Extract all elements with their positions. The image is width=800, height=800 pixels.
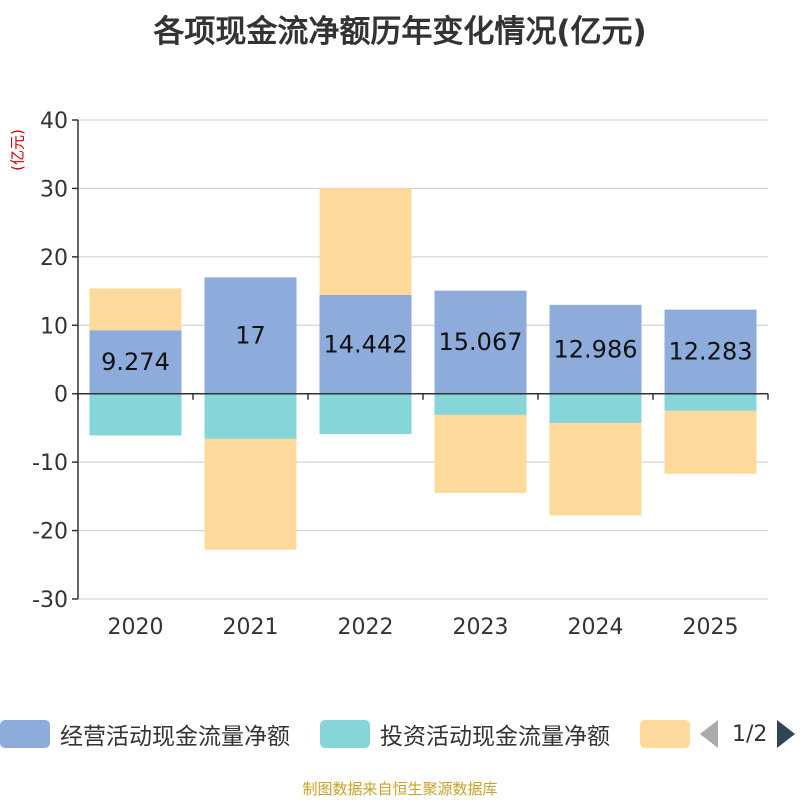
- bar-2024-series-2[interactable]: [549, 423, 642, 516]
- bar-2020-series-1[interactable]: [89, 393, 182, 436]
- x-tick-label: 2022: [338, 615, 394, 640]
- bar-2021-series-2[interactable]: [204, 438, 297, 550]
- legend-item-financing[interactable]: [640, 719, 690, 749]
- y-tick-label: -20: [32, 520, 68, 545]
- data-label-2025: 12.283: [669, 338, 753, 366]
- y-tick-label: 0: [54, 383, 68, 408]
- x-tick-label: 2021: [223, 615, 279, 640]
- data-label-2023: 15.067: [439, 328, 523, 356]
- y-tick-label: 20: [40, 246, 68, 271]
- bar-2020-series-0[interactable]: [89, 330, 182, 394]
- bar-2022-series-1[interactable]: [319, 393, 412, 435]
- legend-next-page-icon[interactable]: [777, 720, 796, 748]
- bar-2024-series-1[interactable]: [549, 393, 642, 424]
- y-tick-label: 30: [40, 177, 68, 202]
- bar-2023-series-0[interactable]: [434, 290, 527, 394]
- legend-label-operating: 经营活动现金流量净额: [60, 724, 290, 750]
- data-label-2024: 12.986: [554, 335, 638, 363]
- legend-pager: 1/2: [700, 719, 796, 749]
- data-source-note: 制图数据来自恒生聚源数据库: [302, 780, 498, 798]
- chart-title: 各项现金流净额历年变化情况(亿元): [153, 14, 647, 50]
- bar-2021-series-0[interactable]: [204, 277, 297, 394]
- data-label-2021: 17: [235, 322, 266, 350]
- y-tick-label: -30: [32, 588, 68, 613]
- bar-2024-series-0[interactable]: [549, 304, 642, 394]
- data-label-2020: 9.274: [101, 348, 170, 376]
- bar-2022-series-0[interactable]: [319, 294, 412, 394]
- bar-2021-series-1[interactable]: [204, 393, 297, 439]
- bar-2025-series-1[interactable]: [664, 393, 757, 411]
- bar-2022-series-2[interactable]: [319, 188, 412, 295]
- chart-legend: 经营活动现金流量净额 投资活动现金流量净额 1/2: [0, 712, 800, 756]
- legend-swatch-operating: [0, 720, 50, 748]
- bar-2025-series-2[interactable]: [664, 410, 757, 474]
- legend-prev-page-icon[interactable]: [700, 720, 718, 748]
- y-tick-label: 10: [40, 314, 68, 339]
- bar-2023-series-1[interactable]: [434, 393, 527, 415]
- legend-swatch-financing: [640, 720, 690, 748]
- legend-item-investing[interactable]: 投资活动现金流量净额: [320, 719, 610, 750]
- legend-label-investing: 投资活动现金流量净额: [380, 724, 610, 750]
- x-tick-label: 2023: [453, 615, 509, 640]
- x-tick-label: 2024: [568, 615, 624, 640]
- data-label-2022: 14.442: [324, 330, 408, 358]
- legend-page-indicator: 1/2: [732, 721, 768, 747]
- x-tick-label: 2025: [683, 615, 739, 640]
- bar-2025-series-0[interactable]: [664, 309, 757, 394]
- legend-swatch-investing: [320, 720, 370, 748]
- x-tick-label: 2020: [108, 615, 164, 640]
- bar-2023-series-2[interactable]: [434, 414, 527, 493]
- legend-item-operating[interactable]: 经营活动现金流量净额: [0, 719, 290, 750]
- y-tick-label: 40: [40, 109, 68, 134]
- bar-2020-series-2[interactable]: [89, 288, 182, 331]
- y-tick-label: -10: [32, 451, 68, 476]
